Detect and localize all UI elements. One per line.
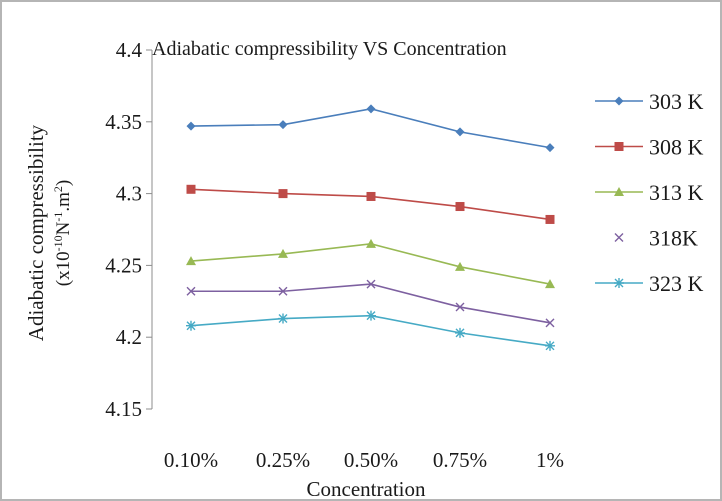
legend-swatch-marker: [614, 233, 624, 242]
data-point: [366, 104, 376, 114]
legend-label: 323 K: [649, 271, 704, 296]
y-tick-label: 4.35: [105, 110, 142, 134]
y-axis-title-line1: Adiabatic compressibility: [24, 124, 48, 341]
legend-swatch-marker: [614, 96, 624, 106]
legend-swatch-marker: [614, 142, 624, 151]
y-tick-label: 4.4: [116, 38, 143, 62]
data-point: [545, 318, 555, 328]
data-point: [366, 279, 376, 289]
series-5: [186, 310, 555, 351]
legend-label: 318K: [649, 226, 698, 251]
data-point: [455, 261, 465, 271]
x-tick-label: 0.50%: [344, 448, 398, 472]
legend-item: 303 K: [595, 89, 704, 114]
y-tick-label: 4.2: [116, 325, 142, 349]
data-point: [545, 214, 555, 224]
data-point: [366, 238, 376, 248]
chart-title: Adiabatic compressibility VS Concentrati…: [152, 38, 507, 60]
legend-item: 313 K: [595, 180, 704, 205]
legend-label: 308 K: [649, 135, 704, 160]
data-point: [455, 327, 465, 338]
y-tick-label: 4.25: [105, 253, 142, 277]
axes: 4.15 4.2 4.25 4.3 4.35 4.4 0.10% 0.25% 0.50% 0.75…: [105, 38, 564, 472]
legend-label: 313 K: [649, 180, 704, 205]
data-point: [545, 279, 555, 289]
series-layer: [186, 104, 555, 351]
data-point: [455, 202, 465, 212]
data-point: [455, 302, 465, 312]
data-point: [186, 184, 196, 194]
x-tick-label: 1%: [536, 448, 564, 472]
data-point: [278, 120, 288, 130]
x-axis-title: Concentration: [307, 477, 426, 501]
series-1: [186, 104, 555, 153]
series-line: [190, 108, 551, 149]
data-point: [186, 121, 196, 131]
data-point: [366, 191, 376, 201]
data-point: [455, 127, 465, 137]
y-axis-title: Adiabatic compressibility (x10-10N-1.m2): [24, 124, 74, 341]
x-tick-label: 0.75%: [433, 448, 487, 472]
series-3: [186, 238, 555, 289]
data-point: [186, 286, 196, 296]
legend-item: 323 K: [595, 271, 704, 296]
legend-swatch-marker: [614, 187, 624, 196]
series-4: [186, 279, 555, 328]
data-point: [278, 248, 288, 258]
y-tick-label: 4.3: [116, 182, 142, 206]
data-point: [186, 320, 196, 331]
data-point: [545, 143, 555, 153]
series-line: [190, 243, 551, 285]
legend: 303 K 308 K 313 K 318K 323 K: [595, 89, 704, 296]
data-point: [545, 340, 555, 351]
y-axis-title-line2: (x10-10N-1.m2): [51, 180, 74, 286]
x-tick-label: 0.10%: [164, 448, 218, 472]
data-point: [366, 310, 376, 321]
data-point: [278, 313, 288, 324]
legend-item: 308 K: [595, 135, 704, 160]
legend-swatch-marker: [614, 278, 624, 288]
data-point: [278, 189, 288, 199]
data-point: [186, 256, 196, 266]
legend-item: 318K: [614, 226, 698, 251]
data-point: [278, 286, 288, 296]
series-2: [186, 184, 555, 224]
x-tick-label: 0.25%: [256, 448, 310, 472]
y-tick-label: 4.15: [105, 397, 142, 421]
legend-label: 303 K: [649, 89, 704, 114]
